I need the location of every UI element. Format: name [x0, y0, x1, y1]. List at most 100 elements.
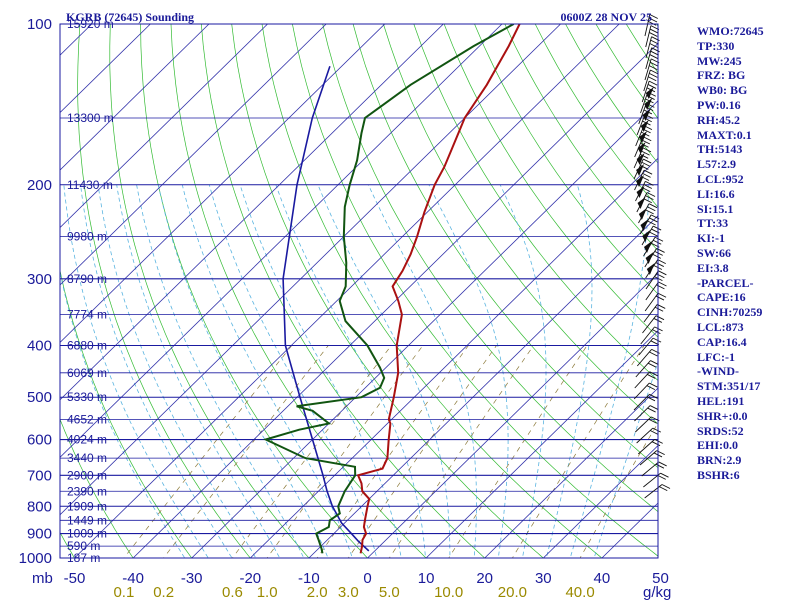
wind-barb	[635, 181, 646, 202]
wind-barb-flag	[643, 158, 652, 164]
wind-barb-pennant	[645, 252, 654, 264]
wind-barb-flag	[648, 80, 658, 86]
wind-barb-flag	[646, 396, 656, 402]
mixing-ratio-line	[163, 345, 329, 558]
wind-barb-flag	[652, 239, 662, 245]
plot-background	[60, 24, 658, 558]
wind-barb-flag	[649, 32, 658, 37]
wind-barb-flag	[659, 486, 668, 492]
wind-barb-flag	[654, 326, 663, 332]
index-item: WB0: BG	[697, 83, 748, 98]
index-item: SRDS:52	[697, 423, 744, 438]
temperature-tick-label: 10	[418, 570, 435, 587]
dry-adiabat	[0, 24, 22, 569]
wind-barb-pennant	[640, 219, 649, 231]
moist-adiabat	[116, 184, 281, 558]
mixing-ratio-tick-label: 20.0	[498, 584, 527, 600]
index-item: LI:16.6	[697, 186, 735, 201]
wind-barb-flag	[658, 461, 667, 467]
mixing-ratio-line	[388, 345, 534, 558]
dry-adiabat	[109, 24, 310, 558]
index-item: EI:3.8	[697, 260, 729, 275]
pressure-tick-label: 400	[27, 338, 52, 355]
wind-barb-flag	[641, 161, 651, 167]
sounding-indices-panel: WMO:72645 TP:330 MW:245 FRZ: BG WB0: BG PW:0.…	[697, 24, 797, 483]
wind-barb-flag	[643, 184, 653, 189]
moist-adiabat	[136, 184, 305, 558]
wind-barb-flag	[658, 281, 667, 287]
isotherm	[60, 24, 386, 343]
parcel-path	[282, 66, 370, 552]
wind-barb-flag	[642, 187, 651, 193]
mixing-ratio-tick-label: 5.0	[379, 584, 400, 600]
pressure-tick-label: 900	[27, 526, 52, 543]
wind-barb-flag	[652, 329, 661, 335]
wind-barb-flag	[649, 72, 658, 78]
mixing-ratio-unit-label: g/kg	[643, 584, 671, 600]
mixing-ratio-line	[511, 345, 645, 558]
wind-barb-flag	[646, 87, 656, 93]
wind-barb-flag	[646, 95, 655, 100]
wind-barb	[644, 292, 659, 312]
wind-barb-flag	[642, 147, 652, 153]
wind-barb-flag	[643, 125, 653, 131]
wind-barb-pennant	[646, 263, 655, 275]
wind-barb-flag	[648, 76, 657, 82]
moist-adiabat	[317, 184, 451, 558]
sounding-profiles	[262, 24, 521, 554]
temperature-tick-label: 30	[535, 570, 552, 587]
index-item: STM:351/17	[697, 379, 761, 394]
isotherm	[250, 157, 658, 558]
wind-barb-flag	[660, 472, 669, 478]
wind-barb	[634, 371, 651, 389]
wind-barb-flag	[654, 236, 664, 242]
wind-barb-flag	[640, 176, 650, 181]
moist-adiabat	[368, 184, 477, 558]
mixing-ratio-line	[123, 345, 293, 558]
wind-barb-flag	[643, 198, 652, 204]
temperature-tick-label: 0	[363, 570, 371, 587]
height-label: 2390 m	[67, 484, 107, 498]
index-item: TT:33	[697, 216, 729, 231]
height-label: 1449 m	[67, 513, 107, 527]
isotherm	[74, 24, 620, 558]
index-item: -WIND-	[697, 364, 739, 379]
wind-barb	[635, 360, 651, 378]
wind-barb	[638, 203, 650, 224]
isotherm	[308, 215, 658, 558]
pressure-tick-label: 200	[27, 177, 52, 194]
wind-barb-flag	[650, 39, 659, 45]
dry-adiabat	[322, 24, 658, 513]
wind-barb	[641, 461, 659, 477]
temperature-tick-label: -50	[64, 570, 86, 587]
height-label: 6880 m	[67, 339, 107, 353]
wind-barb	[636, 192, 648, 213]
dry-adiabat	[77, 24, 251, 558]
index-item: LCL:952	[697, 171, 744, 186]
wind-barb	[644, 248, 657, 268]
dry-adiabat	[383, 24, 658, 425]
temperature-tick-label: 40	[594, 570, 611, 587]
wind-barb	[645, 281, 659, 301]
wind-barb-flag	[648, 17, 658, 23]
wind-barb-flag	[650, 50, 659, 56]
dry-adiabat	[170, 24, 427, 558]
station-title: KGRB (72645) Sounding	[66, 10, 194, 24]
wind-barb	[640, 326, 655, 345]
wind-barb-flag	[650, 430, 659, 435]
pressure-tick-label: 500	[27, 389, 52, 406]
wind-barb-flag	[649, 14, 658, 19]
wind-barb-flag	[647, 206, 656, 212]
wind-barb-flag	[650, 340, 660, 346]
wind-barb-flag	[648, 21, 657, 26]
wind-barb-pennant	[642, 230, 651, 242]
wind-barb-flag	[655, 262, 665, 267]
wind-barb	[633, 382, 650, 400]
height-label: 1909 m	[67, 499, 107, 513]
plot-border	[59, 23, 659, 559]
wind-barb-flag	[661, 484, 671, 489]
wind-barb-flag	[649, 405, 659, 410]
isotherm	[484, 387, 658, 558]
wind-barb-flag	[655, 295, 665, 301]
